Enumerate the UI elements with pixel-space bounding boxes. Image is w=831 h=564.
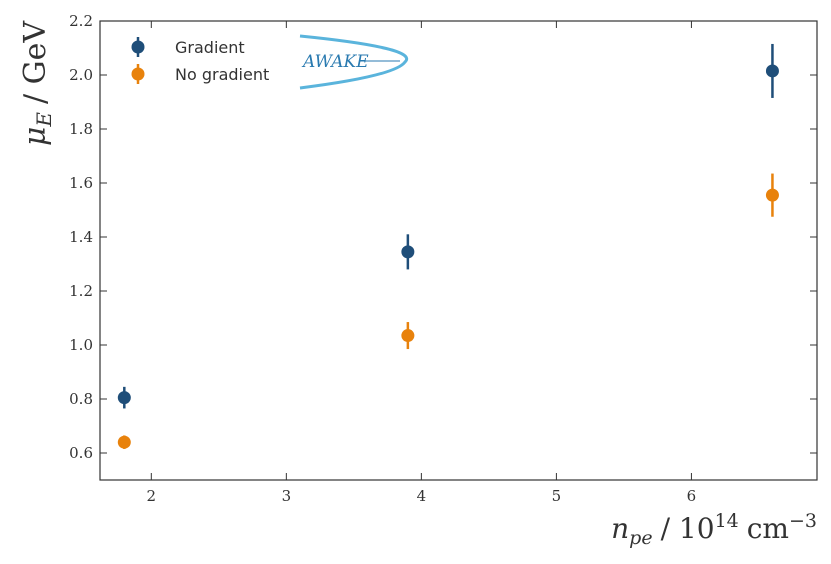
y-tick-label: 0.6 xyxy=(69,444,93,462)
logo-text: AWAKE xyxy=(301,52,369,72)
x-tick-label: 3 xyxy=(282,487,292,505)
y-tick-label: 2.0 xyxy=(69,66,93,84)
logo-arc xyxy=(299,34,409,90)
x-label-exponent: 14 xyxy=(715,510,739,532)
x-tick-label: 6 xyxy=(687,487,697,505)
point xyxy=(765,64,779,78)
legend-label: No gradient xyxy=(175,65,269,84)
point xyxy=(117,435,131,449)
y-tick-label: 1.2 xyxy=(69,282,93,300)
x-label-unit2: cm xyxy=(747,512,789,545)
point xyxy=(117,391,131,405)
y-tick-label: 1.4 xyxy=(69,228,93,246)
y-axis-label: μE / GeV xyxy=(18,20,56,146)
y-tick-label: 1.6 xyxy=(69,174,93,192)
y-tick-label: 1.8 xyxy=(69,120,93,138)
plot-frame xyxy=(99,20,818,481)
x-label-unit: / 10 xyxy=(661,512,715,545)
y-label-unit: / GeV xyxy=(18,20,53,104)
x-label-exponent2: −3 xyxy=(789,510,817,532)
x-tick-label: 5 xyxy=(552,487,562,505)
point xyxy=(765,188,779,202)
y-tick-label: 1.0 xyxy=(69,336,93,354)
x-tick-label: 2 xyxy=(147,487,157,505)
legend-label: Gradient xyxy=(175,38,245,57)
legend-marker xyxy=(131,67,145,81)
point xyxy=(401,329,415,343)
x-label-subscript: pe xyxy=(629,527,652,549)
y-tick-label: 0.8 xyxy=(69,390,93,408)
y-tick-label: 2.2 xyxy=(69,12,93,30)
x-label-symbol: n xyxy=(611,512,629,545)
x-tick-label: 4 xyxy=(417,487,427,505)
legend-marker xyxy=(131,40,145,54)
point xyxy=(401,245,415,259)
y-label-subscript: E xyxy=(32,112,56,128)
logo: AWAKE xyxy=(299,34,409,90)
y-label-symbol: μ xyxy=(18,127,53,147)
x-axis-label: npe / 1014 cm−3 xyxy=(611,510,817,549)
